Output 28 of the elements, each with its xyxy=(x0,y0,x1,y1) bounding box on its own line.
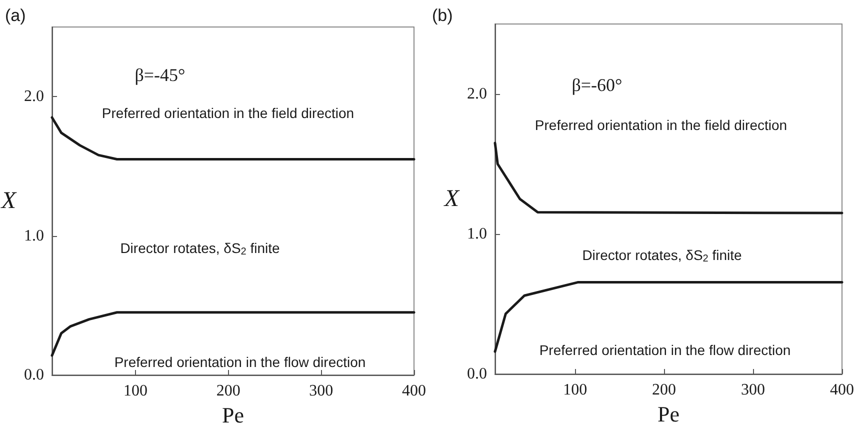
x-tick-label: 400 xyxy=(830,382,854,398)
annotation: Preferred orientation in the field direction xyxy=(534,117,788,133)
x-tick-label: 200 xyxy=(652,382,676,398)
line-series xyxy=(494,142,844,214)
line-series xyxy=(50,311,416,357)
x-tick-label: 100 xyxy=(563,382,588,398)
x-tick-label: 400 xyxy=(402,382,426,400)
x-tick-label: 300 xyxy=(309,382,334,400)
chart-title: (b) xyxy=(432,6,453,25)
y-tick-label: 2.0 xyxy=(467,86,487,102)
annotation: Preferred orientation in the field direction xyxy=(102,105,354,121)
x-tick-label: 200 xyxy=(216,382,240,400)
annotation: Preferred orientation in the flow direction xyxy=(539,342,791,358)
y-tick-label: 1.0 xyxy=(24,227,44,244)
x-axis-title: Pe xyxy=(658,401,680,426)
y-tick-label: 0.0 xyxy=(24,366,44,384)
x-tick-label: 300 xyxy=(741,382,766,398)
chart-title: (a) xyxy=(5,6,26,25)
x-tick-label: 100 xyxy=(124,382,148,400)
annotation: β=-60° xyxy=(572,75,622,95)
x-axis-title: Pe xyxy=(222,402,244,428)
y-axis-title: X xyxy=(443,186,460,212)
y-axis-title: X xyxy=(0,188,18,214)
y-tick-label: 1.0 xyxy=(467,226,487,242)
y-tick-label: 0.0 xyxy=(467,366,487,382)
annotation: Preferred orientation in the flow direction xyxy=(114,354,366,370)
annotation: β=-45° xyxy=(134,65,186,85)
y-tick-label: 2.0 xyxy=(24,88,44,106)
